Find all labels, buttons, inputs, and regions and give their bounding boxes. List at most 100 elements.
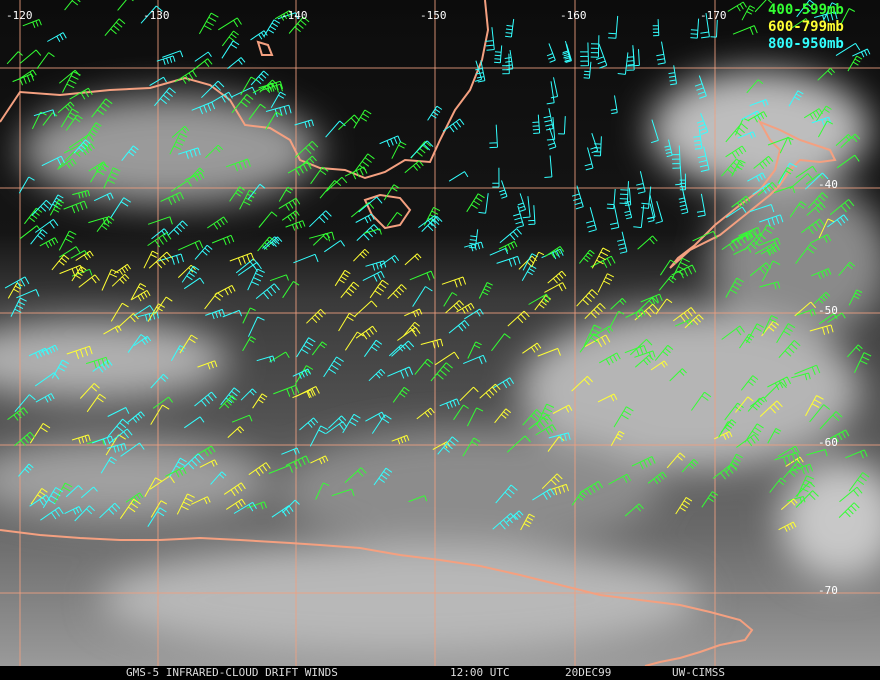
wind-barb bbox=[818, 218, 835, 239]
wind-barb bbox=[30, 229, 48, 245]
wind-barb bbox=[829, 199, 855, 216]
wind-barb bbox=[696, 193, 706, 218]
wind-barb bbox=[162, 50, 184, 58]
wind-barb bbox=[113, 263, 132, 275]
wind-barb bbox=[744, 233, 766, 251]
wind-barb bbox=[789, 173, 814, 190]
wind-barb bbox=[517, 193, 526, 212]
legend-entry: 600-799mb bbox=[768, 19, 844, 35]
wind-barb bbox=[242, 307, 256, 324]
wind-barb bbox=[675, 496, 693, 515]
wind-barb bbox=[319, 180, 342, 199]
wind-barb bbox=[108, 428, 133, 444]
wind-barb bbox=[358, 196, 383, 213]
wind-barb bbox=[199, 459, 218, 468]
wind-barb bbox=[18, 176, 35, 194]
wind-barb bbox=[296, 337, 316, 358]
wind-barb bbox=[222, 309, 243, 318]
wind-barb bbox=[229, 252, 255, 266]
wind-barb bbox=[233, 501, 257, 514]
wind-barb bbox=[265, 111, 283, 130]
wind-barb bbox=[153, 296, 173, 315]
wind-barb bbox=[117, 0, 134, 11]
wind-barb bbox=[807, 192, 829, 209]
wind-barb bbox=[656, 41, 666, 65]
wind-barb bbox=[562, 44, 572, 63]
wind-barb bbox=[777, 167, 794, 184]
wind-barb bbox=[827, 214, 849, 228]
wind-barb bbox=[247, 316, 265, 337]
wind-barb bbox=[735, 396, 754, 413]
wind-barb bbox=[315, 482, 330, 500]
wind-barb bbox=[839, 486, 863, 503]
wind-barb bbox=[571, 490, 588, 506]
wind-barb bbox=[281, 210, 300, 222]
wind-barb bbox=[590, 133, 599, 154]
wind-barb bbox=[817, 120, 834, 138]
wind-barb bbox=[700, 13, 710, 39]
wind-barb bbox=[767, 376, 792, 391]
wind-barb bbox=[640, 186, 652, 209]
wind-barb bbox=[767, 137, 792, 146]
wind-barb bbox=[167, 220, 188, 236]
wind-barb bbox=[650, 119, 659, 144]
wind-barb bbox=[655, 201, 663, 224]
wind-barb bbox=[414, 358, 434, 375]
wind-barb bbox=[88, 161, 108, 173]
wind-barb bbox=[101, 269, 119, 291]
wind-barb bbox=[309, 210, 332, 228]
wind-barb bbox=[171, 125, 190, 138]
wind-barb bbox=[759, 281, 781, 290]
wind-barb bbox=[848, 289, 863, 306]
wind-barb bbox=[647, 203, 655, 223]
wind-barb bbox=[468, 229, 479, 249]
wind-barb bbox=[692, 230, 718, 242]
latitude-label: -60 bbox=[818, 436, 838, 449]
wind-barb bbox=[631, 456, 656, 470]
wind-barb bbox=[684, 314, 704, 329]
wind-barb bbox=[721, 158, 743, 177]
wind-barb bbox=[353, 109, 372, 129]
wind-barb bbox=[759, 400, 783, 417]
wind-barb bbox=[242, 336, 257, 352]
wind-barb bbox=[479, 383, 501, 399]
wind-barb bbox=[91, 98, 113, 118]
wind-barb bbox=[133, 304, 155, 317]
wind-barb bbox=[788, 90, 804, 107]
wind-barb bbox=[408, 495, 428, 503]
wind-barb bbox=[191, 58, 213, 72]
wind-barb bbox=[835, 42, 861, 57]
wind-barb bbox=[421, 215, 443, 232]
wind-barb bbox=[749, 99, 769, 107]
wind-barb bbox=[373, 467, 393, 486]
wind-barb bbox=[412, 286, 433, 307]
longitude-label: -160 bbox=[560, 9, 587, 22]
wind-barb bbox=[262, 236, 280, 249]
wind-barb bbox=[404, 160, 424, 174]
wind-barb bbox=[71, 266, 87, 282]
wind-barb bbox=[76, 143, 95, 156]
wind-barb bbox=[144, 477, 163, 498]
wind-barb bbox=[369, 279, 389, 299]
wind-barb bbox=[198, 12, 219, 35]
wind-barb bbox=[764, 381, 787, 399]
wind-barb bbox=[184, 172, 205, 182]
wind-barb bbox=[16, 288, 40, 299]
wind-barb bbox=[495, 484, 518, 504]
wind-barb bbox=[119, 498, 141, 519]
wind-barb bbox=[258, 80, 284, 93]
wind-barb bbox=[362, 270, 385, 282]
wind-barb bbox=[282, 280, 300, 299]
wind-barb bbox=[292, 368, 311, 379]
longitude-label: -170 bbox=[700, 9, 727, 22]
wind-barb bbox=[105, 434, 126, 456]
wind-barb bbox=[211, 234, 235, 246]
wind-barb bbox=[325, 120, 346, 138]
wind-barb bbox=[547, 127, 557, 150]
wind-barb bbox=[211, 91, 233, 103]
wind-barb bbox=[104, 18, 126, 37]
wind-barb bbox=[150, 404, 170, 425]
wind-barb bbox=[355, 213, 375, 224]
legend-entry: 400-599mb bbox=[768, 2, 844, 18]
